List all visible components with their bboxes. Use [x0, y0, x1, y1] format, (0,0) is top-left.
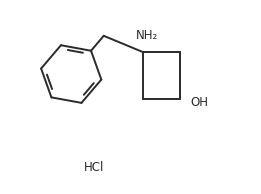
Text: HCl: HCl: [84, 161, 104, 174]
Text: NH₂: NH₂: [136, 29, 158, 42]
Text: OH: OH: [191, 96, 209, 109]
